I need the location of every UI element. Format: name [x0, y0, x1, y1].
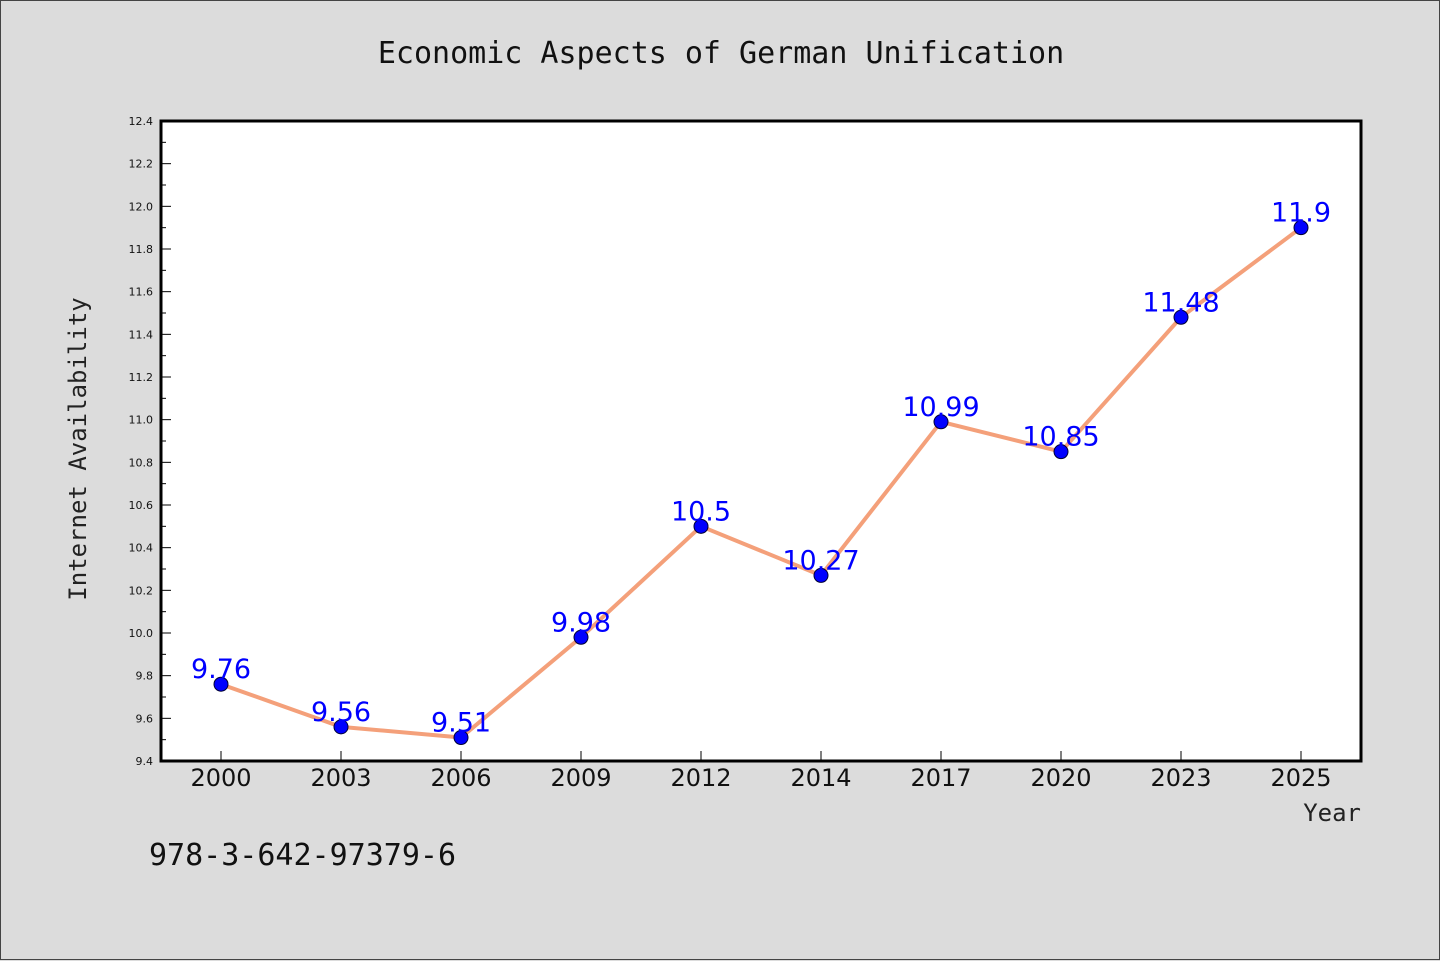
y-tick-label: 9.6	[136, 712, 154, 725]
data-label: 10.27	[782, 545, 859, 576]
y-tick-label: 11.6	[129, 286, 154, 299]
data-point	[573, 629, 589, 645]
y-tick-label: 10.4	[129, 542, 154, 555]
y-tick-label: 12.2	[129, 158, 154, 171]
x-axis: 2000 2003 2006 2009 2012 2014 2017 2020 2023 2025	[190, 751, 1332, 792]
data-point	[813, 567, 829, 583]
y-tick-label: 10.6	[129, 499, 154, 512]
series-line	[220, 226, 1303, 740]
data-point	[1053, 444, 1069, 460]
x-tick-label: 2023	[1150, 764, 1211, 792]
series-line-group: 9.76 9.56 9.51 9.98 10.5 10.27 10.99 10.85 11.48…	[191, 198, 1331, 746]
y-tick-label: 12.4	[129, 115, 154, 128]
y-tick-label: 11.0	[129, 414, 154, 427]
y-tick-label: 10.0	[129, 627, 154, 640]
x-tick-label: 2017	[910, 764, 971, 792]
y-tick-label: 11.8	[129, 243, 154, 256]
x-axis-label: Year	[1303, 799, 1361, 827]
data-point	[1173, 309, 1189, 325]
data-point	[1293, 220, 1309, 236]
data-label: 9.98	[551, 607, 611, 638]
y-tick-label: 11.4	[129, 328, 154, 341]
data-label: 10.5	[671, 496, 731, 527]
x-tick-label: 2014	[790, 764, 851, 792]
x-tick-label: 2012	[670, 764, 731, 792]
y-tick-label: 11.2	[129, 371, 154, 384]
isbn-text: 978-3-642-97379-6	[149, 838, 456, 873]
x-tick-label: 2025	[1270, 764, 1331, 792]
y-tick-label: 10.2	[129, 584, 154, 597]
y-tick-label: 12.0	[129, 200, 154, 213]
x-tick-label: 2006	[430, 764, 491, 792]
data-label: 10.99	[902, 392, 979, 423]
data-label: 10.85	[1022, 422, 1099, 453]
x-tick-label: 2020	[1030, 764, 1091, 792]
x-tick-label: 2003	[310, 764, 371, 792]
y-axis: 9.4 9.6 9.8 10.0 10.2 10.4 10.6 10.8 11.0 11.2 11.…	[129, 115, 171, 768]
data-label: 9.51	[431, 708, 491, 739]
y-axis-label: Internet Availability	[64, 297, 92, 600]
data-point	[693, 518, 709, 534]
data-point	[333, 719, 349, 735]
y-tick-label: 9.8	[136, 670, 154, 683]
x-tick-label: 2009	[550, 764, 611, 792]
data-point	[213, 676, 229, 692]
plot-area	[161, 121, 1361, 761]
data-label: 9.56	[311, 697, 371, 728]
y-tick-label: 10.8	[129, 456, 154, 469]
data-label: 11.48	[1142, 287, 1219, 318]
data-point	[453, 730, 469, 746]
y-tick-label: 9.4	[136, 755, 154, 768]
x-tick-label: 2000	[190, 764, 251, 792]
data-label: 11.9	[1271, 198, 1331, 229]
chart-title: Economic Aspects of German Unification	[378, 36, 1064, 71]
data-label: 9.76	[191, 654, 251, 685]
plot-frame	[159, 119, 1363, 763]
data-point	[933, 414, 949, 430]
